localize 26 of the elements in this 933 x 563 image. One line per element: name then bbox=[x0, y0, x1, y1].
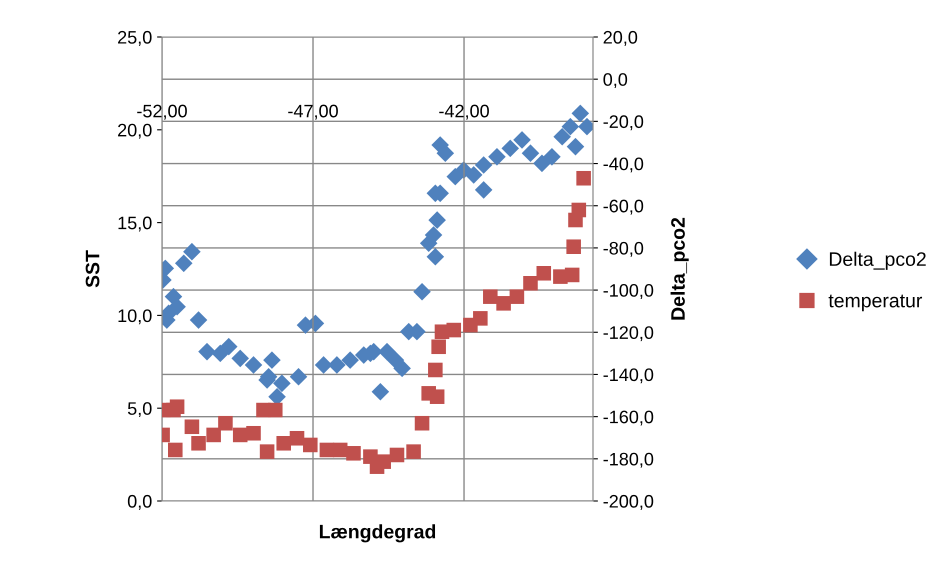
legend-label: Delta_pco2 bbox=[830, 252, 926, 270]
y2-tick-label: -120,0 bbox=[604, 326, 654, 342]
x-axis-title: Længdegrad bbox=[320, 524, 436, 542]
y-tick-label: 5,0 bbox=[128, 402, 152, 418]
x-tick-label: -52,00 bbox=[137, 104, 187, 120]
y2-tick-label: -140,0 bbox=[604, 368, 654, 384]
y2-tick-label: -80,0 bbox=[604, 242, 644, 257]
y2-tick-label: -20,0 bbox=[604, 115, 644, 130]
y2-tick-label: 0,0 bbox=[603, 73, 628, 88]
y2-tick-label: -180,0 bbox=[604, 452, 654, 468]
legend-label: temperatur bbox=[828, 294, 922, 312]
y-axis-title: SST bbox=[86, 250, 100, 288]
x-tick-label: -47,00 bbox=[288, 104, 338, 120]
y-tick-label: 25,0 bbox=[118, 30, 152, 46]
y-tick-label: 15,0 bbox=[118, 216, 152, 232]
y2-tick-label: -200,0 bbox=[604, 494, 654, 510]
y2-tick-label: -60,0 bbox=[604, 200, 644, 215]
y2-axis-title: Delta_pco2 bbox=[670, 218, 689, 320]
y-tick-label: 20,0 bbox=[118, 124, 152, 139]
y2-tick-label: -100,0 bbox=[604, 284, 654, 299]
y2-tick-label: 20,0 bbox=[604, 30, 638, 46]
y-tick-label: 10,0 bbox=[118, 309, 152, 324]
y2-tick-label: -40,0 bbox=[604, 157, 644, 172]
x-tick-label: -42,00 bbox=[439, 104, 489, 120]
y2-tick-label: -160,0 bbox=[604, 410, 654, 426]
y-tick-label: 0,0 bbox=[128, 494, 152, 510]
